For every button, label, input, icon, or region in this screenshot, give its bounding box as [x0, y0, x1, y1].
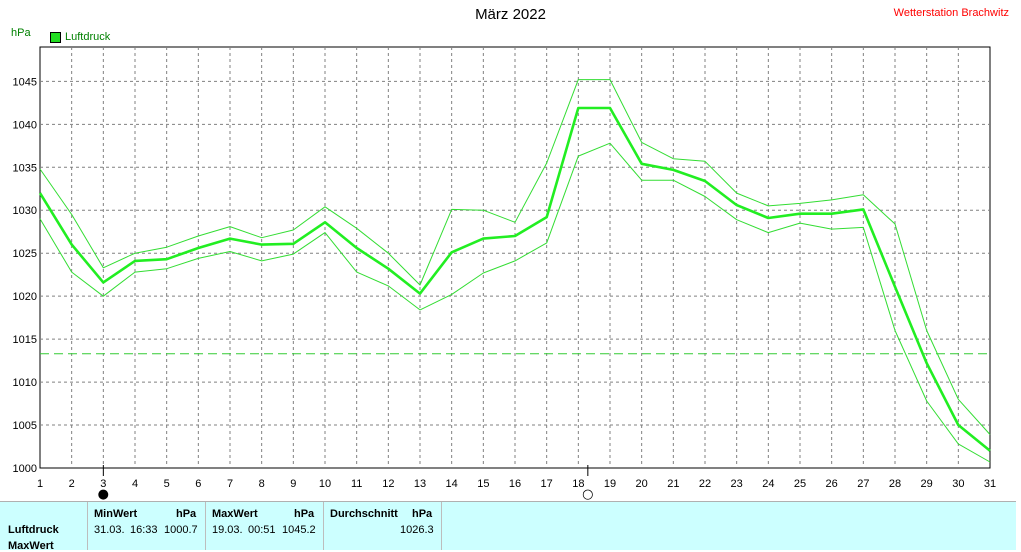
avg-header: Durchschnitt — [330, 508, 398, 520]
x-tick-label-9: 9 — [290, 478, 296, 490]
x-tick-label-12: 12 — [382, 478, 394, 490]
x-tick-label-25: 25 — [794, 478, 806, 490]
avg-value: 1026.3 — [400, 524, 434, 536]
x-tick-label-4: 4 — [132, 478, 138, 490]
min-time: 16:33 — [130, 524, 158, 536]
y-tick-label-1030: 1030 — [13, 205, 37, 217]
min-date: 31.03. — [94, 524, 125, 536]
x-tick-label-30: 30 — [952, 478, 964, 490]
stats-label-column — [0, 502, 88, 550]
legend: Luftdruck — [50, 31, 110, 43]
x-tick-label-3: 3 — [100, 478, 106, 490]
max-time: 00:51 — [248, 524, 276, 536]
x-tick-label-23: 23 — [731, 478, 743, 490]
x-tick-label-19: 19 — [604, 478, 616, 490]
min-header: MinWert — [94, 508, 138, 520]
min-value: 1000.7 — [164, 524, 198, 536]
x-tick-label-24: 24 — [762, 478, 774, 490]
y-axis-unit: hPa — [11, 27, 31, 39]
x-tick-label-8: 8 — [259, 478, 265, 490]
avg-unit: hPa — [412, 508, 433, 520]
pressure-chart: 1 2 3 4 5 6 7 8 9 10 11 12 13 14 15 16 17 18 19 20 21 22 23 24 2… — [13, 46, 996, 500]
x-tick-label-11: 11 — [351, 478, 362, 490]
x-tick-label-10: 10 — [319, 478, 331, 490]
y-tick-label-1000: 1000 — [13, 463, 37, 475]
min-unit: hPa — [176, 508, 197, 520]
series-line-max — [39, 79, 991, 435]
x-tick-label-21: 21 — [667, 478, 679, 490]
y-tick-label-1025: 1025 — [13, 248, 37, 260]
x-tick-label-18: 18 — [572, 478, 584, 490]
x-tick-label-28: 28 — [889, 478, 901, 490]
x-tick-label-20: 20 — [636, 478, 648, 490]
y-tick-label-1045: 1045 — [13, 76, 37, 88]
marker-symbol-1: ○ — [582, 487, 593, 500]
y-tick-label-1040: 1040 — [13, 119, 37, 131]
series-line-mean — [38, 106, 991, 452]
x-tick-label-22: 22 — [699, 478, 711, 490]
stats-avg-cell: Durchschnitt hPa 1026.3 — [324, 502, 442, 550]
stats-row-label-luftdruck: Luftdruck — [8, 524, 59, 536]
y-tick-label-1015: 1015 — [13, 334, 37, 346]
max-unit: hPa — [294, 508, 315, 520]
x-tick-label-6: 6 — [195, 478, 201, 490]
y-tick-label-1005: 1005 — [13, 420, 37, 432]
series-line-min — [39, 142, 991, 463]
x-tick-label-29: 29 — [921, 478, 933, 490]
x-tick-label-1: 1 — [37, 478, 43, 490]
x-tick-label-27: 27 — [857, 478, 869, 490]
x-tick-label-13: 13 — [414, 478, 426, 490]
stats-panel: Luftdruck MaxWert MinWert hPa 31.03. 16:… — [0, 501, 1016, 552]
x-tick-label-26: 26 — [826, 478, 838, 490]
x-tick-label-31: 31 — [984, 478, 996, 490]
x-tick-label-2: 2 — [69, 478, 75, 490]
y-tick-label-1035: 1035 — [13, 162, 37, 174]
stats-max-cell: MaxWert hPa 19.03. 00:51 1045.2 — [206, 502, 324, 550]
legend-swatch — [50, 31, 61, 43]
x-tick-label-5: 5 — [164, 478, 170, 490]
max-value: 1045.2 — [282, 524, 316, 536]
x-tick-label-7: 7 — [227, 478, 233, 490]
x-tick-label-16: 16 — [509, 478, 521, 490]
x-tick-label-15: 15 — [477, 478, 489, 490]
legend-label: Luftdruck — [65, 31, 111, 43]
chart-title: März 2022 — [475, 6, 546, 23]
y-tick-label-1020: 1020 — [13, 291, 37, 303]
max-header: MaxWert — [212, 508, 258, 520]
x-tick-label-14: 14 — [446, 478, 458, 490]
stats-min-cell: MinWert hPa 31.03. 16:33 1000.7 — [88, 502, 206, 550]
station-name: Wetterstation Brachwitz — [893, 7, 1009, 19]
max-date: 19.03. — [212, 524, 243, 536]
y-tick-label-1010: 1010 — [13, 377, 37, 389]
x-tick-label-17: 17 — [541, 478, 553, 490]
marker-symbol-0: ● — [98, 487, 109, 500]
